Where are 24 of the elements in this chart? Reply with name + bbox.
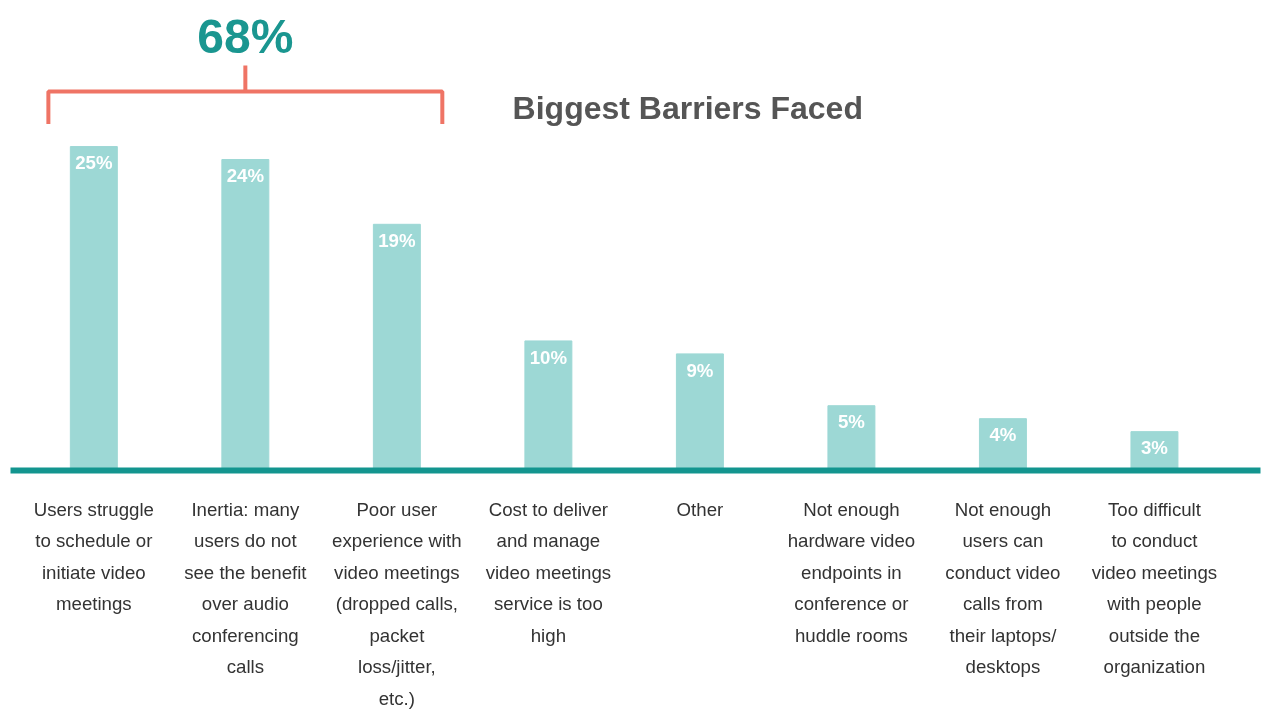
bar xyxy=(372,223,421,471)
chart-title: Biggest Barriers Faced xyxy=(512,89,863,126)
data-label: 9% xyxy=(686,359,714,381)
x-tick-label: Not enough users can conduct video calls from their laptops/ desktops xyxy=(945,498,1061,677)
x-tick-label: Too difficult to conduct video meetings with people outside the organization xyxy=(1091,498,1218,677)
bar xyxy=(221,159,270,471)
x-tick-label: Not enough hardware video endpoints in conference or huddle rooms xyxy=(787,498,916,646)
data-label: 19% xyxy=(378,230,416,251)
data-label: 5% xyxy=(837,411,866,433)
bar xyxy=(827,405,876,471)
bar xyxy=(675,353,724,471)
x-tick-label: Other xyxy=(676,498,724,520)
x-tick-label: Inertia: many users do not see the benefit over audio conferencing calls xyxy=(184,498,308,677)
bar xyxy=(69,146,118,471)
x-tick-label: Users struggle to schedule or initiate video meetings xyxy=(33,498,154,614)
data-label: 25% xyxy=(75,152,113,174)
data-label: 4% xyxy=(989,424,1017,446)
bar xyxy=(524,340,573,471)
text: 68% xyxy=(197,9,294,63)
x-tick-label: Poor user experience with video meetings (dropped calls, packet loss/jitter, etc.) xyxy=(332,498,462,709)
x-tick-label: Cost to deliver and manage video meetings service is too high xyxy=(485,498,612,646)
data-label: 10% xyxy=(529,346,568,368)
data-label: 3% xyxy=(1140,437,1169,459)
data-label: 24% xyxy=(226,165,265,187)
